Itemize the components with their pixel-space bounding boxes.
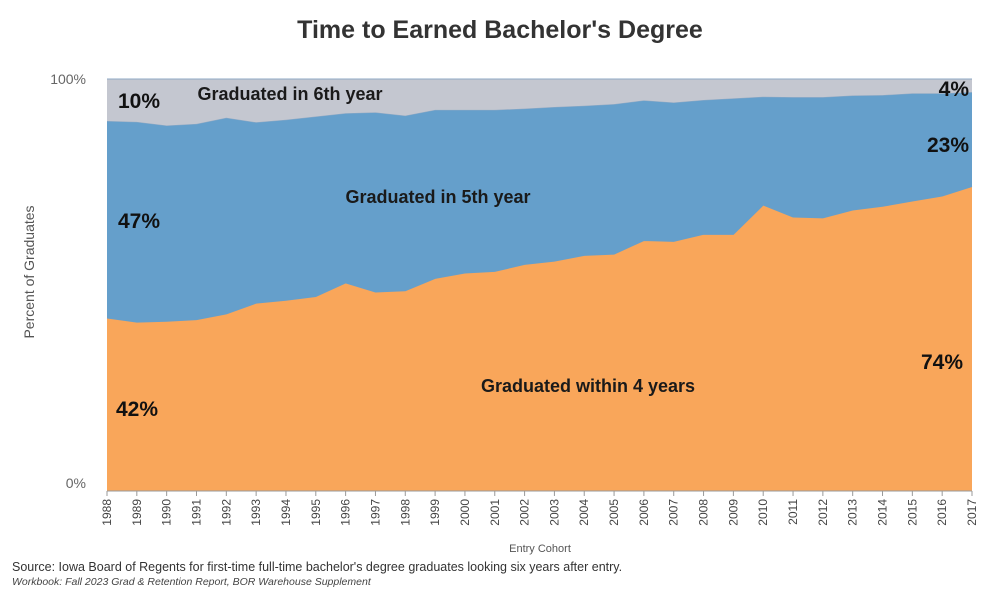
series-label-1: Graduated in 5th year — [345, 187, 530, 207]
x-tick-label: 2013 — [846, 499, 860, 526]
area-graduated-in-6th-year — [107, 79, 972, 126]
chart-title: Time to Earned Bachelor's Degree — [297, 16, 703, 44]
x-tick-label: 1995 — [309, 499, 323, 526]
series-labels: Graduated within 4 years Graduated in 5th… — [197, 84, 695, 396]
x-tick-label: 2010 — [756, 499, 770, 526]
x-tick-label: 2004 — [577, 499, 591, 526]
workbook-note: Workbook: Fall 2023 Grad & Retention Rep… — [12, 576, 371, 588]
x-tick-label: 1998 — [398, 499, 412, 526]
x-tick-label: 2014 — [876, 499, 890, 526]
pct-label-first-6th: 10% — [118, 90, 160, 113]
x-tick-label: 2001 — [488, 499, 502, 526]
x-tick-label: 2017 — [965, 499, 979, 526]
x-tick-label: 2015 — [905, 499, 919, 526]
x-tick-label: 2003 — [547, 499, 561, 526]
x-tick-label: 2012 — [816, 499, 830, 526]
x-tick-label: 1997 — [368, 499, 382, 526]
x-axis-title: Entry Cohort — [509, 543, 571, 555]
x-tick-label: 1990 — [160, 499, 174, 526]
x-tick-label: 2000 — [458, 499, 472, 526]
x-tick-label: 2009 — [726, 499, 740, 526]
y-tick-label: 0% — [66, 475, 86, 491]
x-tick-label: 1996 — [339, 499, 353, 526]
x-tick-label: 1991 — [189, 499, 203, 526]
area-graduated-in-5th-year — [107, 92, 972, 323]
y-axis-title: Percent of Graduates — [21, 205, 37, 338]
pct-label-first-5th: 47% — [118, 210, 160, 233]
percent-annotations: 10% 47% 42% 4% 23% 74% — [116, 78, 969, 421]
y-axis: 0% 100% — [50, 71, 86, 491]
x-tick-label: 2007 — [667, 499, 681, 526]
pct-label-last-5th: 23% — [927, 134, 969, 157]
x-tick-label: 1989 — [130, 499, 144, 526]
x-tick-label: 2011 — [786, 499, 800, 525]
pct-label-last-6th: 4% — [939, 78, 970, 101]
x-tick-label: 1993 — [249, 499, 263, 526]
source-note: Source: Iowa Board of Regents for first-… — [12, 560, 623, 574]
x-tick-label: 2016 — [935, 499, 949, 526]
x-tick-label: 2005 — [607, 499, 621, 526]
area-graduated-within-4-years — [107, 186, 972, 491]
area-layers — [106, 78, 973, 491]
pct-label-last-4yr: 74% — [921, 351, 963, 374]
x-tick-label: 2006 — [637, 499, 651, 526]
series-label-0: Graduated within 4 years — [481, 376, 695, 396]
x-tick-label: 2008 — [697, 499, 711, 526]
y-tick-label: 100% — [50, 71, 86, 87]
x-tick-label: 2002 — [518, 499, 532, 526]
pct-label-first-4yr: 42% — [116, 398, 158, 421]
x-axis: 1988 1989 1990 1991 1992 1993 1994 1995 1996 1997… — [100, 490, 979, 526]
x-tick-label: 1988 — [100, 499, 114, 526]
x-tick-label: 1994 — [279, 499, 293, 526]
x-tick-label: 1992 — [219, 499, 233, 526]
series-label-2: Graduated in 6th year — [197, 84, 382, 104]
x-tick-label: 1999 — [428, 499, 442, 526]
